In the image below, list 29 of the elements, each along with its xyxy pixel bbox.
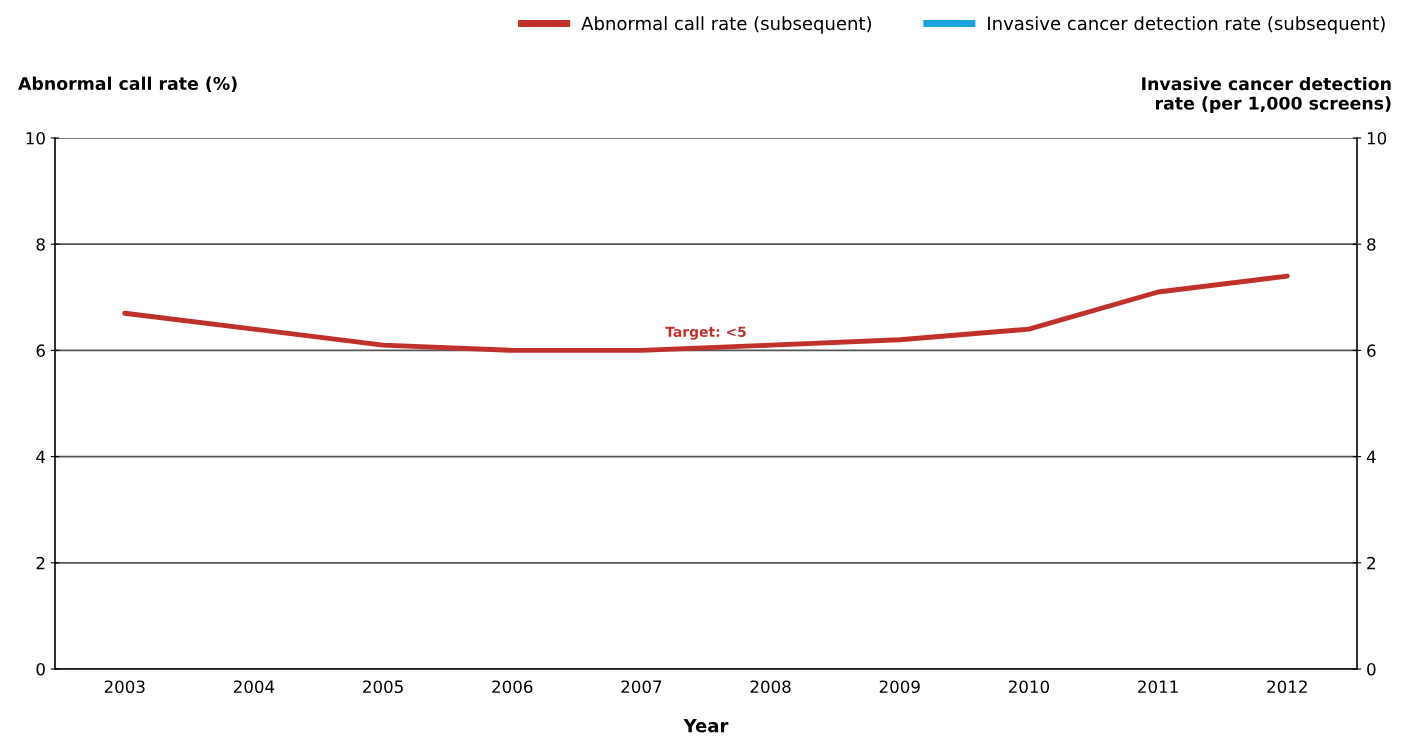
y-tick-label: 2 xyxy=(36,556,45,570)
legend-label: Invasive cancer detection rate (subsequent) xyxy=(988,16,1385,34)
y-tick-label: 8 xyxy=(36,238,45,251)
y2-tick-label: 0 xyxy=(1367,662,1376,676)
x-tick-label: 2005 xyxy=(363,680,403,694)
y2-tick-label: 2 xyxy=(1367,556,1375,570)
y-axis-title: Abnormal call rate (%) xyxy=(18,76,237,93)
y2-tick-label: 10 xyxy=(1367,131,1387,145)
x-tick-label: 2004 xyxy=(233,680,275,694)
x-tick-label: 2009 xyxy=(879,680,920,694)
y2-tick-label: 4 xyxy=(1366,450,1376,463)
x-tick-label: 2010 xyxy=(1008,680,1050,694)
y2-axis-title: Invasive cancer detection rate (per 1,000 screens) xyxy=(1142,76,1391,114)
y-tick-label: 4 xyxy=(36,450,46,463)
x-tick-label: 2012 xyxy=(1267,680,1307,694)
x-tick-label: 2011 xyxy=(1138,680,1178,694)
y2-tick-label: 6 xyxy=(1367,344,1376,357)
legend-label: Abnormal call rate (subsequent) xyxy=(581,16,872,34)
y2-tick-label: 8 xyxy=(1367,238,1376,251)
line-series xyxy=(122,273,1290,353)
y-tick-label: 10 xyxy=(26,131,45,145)
x-tick-label: 2006 xyxy=(492,680,533,694)
x-axis-title: Year xyxy=(683,719,729,733)
x-tick-label: 2007 xyxy=(621,680,662,694)
x-tick-label: 2003 xyxy=(104,680,145,694)
annotation: Target: <5 xyxy=(665,326,746,340)
x-tick-label: 2008 xyxy=(750,680,791,694)
y-tick-label: 0 xyxy=(36,662,45,676)
y-tick-label: 6 xyxy=(36,344,45,357)
